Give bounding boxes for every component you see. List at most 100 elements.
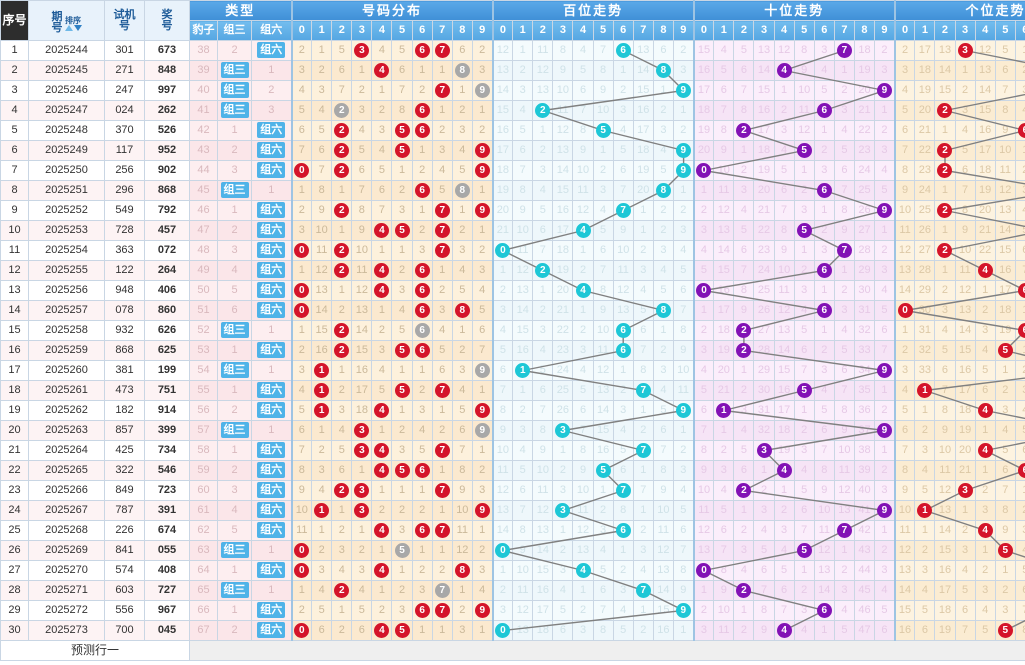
table-row[interactable]: 15 2025258 932 626 52 组三 1 1 15 2 14 2 5 6 4 1 6 4 15 3 22 2 1… — [0, 320, 1025, 341]
row-issue[interactable]: 2025252 — [28, 200, 105, 221]
table-row[interactable]: 4 2025247 024 262 41 组三 3 5 4 2 3 2 8 6 1 2 1 15 4 2 11 7 10 3 1… — [0, 100, 1025, 121]
table-row[interactable]: 28 2025271 603 727 65 组三 1 1 4 2 4 1 2 3 7 1 4 2 11 16 4 1 6 3 7… — [0, 580, 1025, 601]
col-header-bai-6[interactable]: 6 — [612, 20, 634, 41]
table-row[interactable]: 7 2025250 256 902 44 3 组六 0 7 2 6 5 1 2 4 5 9 18 7 3 14 10 2 6 1… — [0, 160, 1025, 181]
col-header-shi-0[interactable]: 0 — [692, 20, 715, 41]
row-issue[interactable]: 2025251 — [28, 180, 105, 201]
col-header-shi-9[interactable]: 9 — [874, 20, 896, 41]
col-header-shi-4[interactable]: 4 — [773, 20, 795, 41]
col-header-shi-2[interactable]: 2 — [733, 20, 755, 41]
table-row[interactable]: 2 2025245 271 848 39 组三 1 3 2 6 1 4 6 1 1 8 3 13 2 12 9 5 8 1 14… — [0, 60, 1025, 81]
row-issue[interactable]: 2025263 — [28, 420, 105, 441]
table-row[interactable]: 3 2025246 247 997 40 组三 2 4 3 7 2 1 7 2 7 1 9 14 3 13 10 6 9 2 1… — [0, 80, 1025, 101]
row-issue[interactable]: 2025273 — [28, 620, 105, 641]
table-row[interactable]: 14 2025257 078 860 51 6 组六 0 14 2 13 1 4 6 3 8 5 3 14 2 21 1 9… — [0, 300, 1025, 321]
col-header-shi-6[interactable]: 6 — [813, 20, 835, 41]
col-header-prize-number[interactable]: 奖 号 — [144, 0, 190, 41]
col-header-shi-1[interactable]: 1 — [713, 20, 735, 41]
col-header-ge-0[interactable]: 0 — [893, 20, 916, 41]
col-header-distribution-5[interactable]: 5 — [391, 20, 413, 41]
row-issue[interactable]: 2025255 — [28, 260, 105, 281]
col-header-distribution-4[interactable]: 4 — [371, 20, 393, 41]
col-header-baozi[interactable]: 豹子 — [189, 20, 218, 41]
table-row[interactable]: 19 2025262 182 914 56 2 组六 5 1 3 18 4 1 3 1 5 9 8 2 7 26 6 14 3… — [0, 400, 1025, 421]
col-header-shi-8[interactable]: 8 — [853, 20, 876, 41]
table-row[interactable]: 5 2025248 370 526 42 1 组六 6 5 2 4 3 5 6 2 3 2 16 5 1 12 8 5 4 17… — [0, 120, 1025, 141]
row-issue[interactable]: 2025267 — [28, 500, 105, 521]
row-issue[interactable]: 2025259 — [28, 340, 105, 361]
table-row[interactable]: 12 2025255 122 264 49 4 组六 1 12 2 11 4 2 6 1 4 3 1 12 2 19 2 7… — [0, 260, 1025, 281]
col-header-shi-5[interactable]: 5 — [793, 20, 815, 41]
row-issue[interactable]: 2025258 — [28, 320, 105, 341]
row-issue[interactable]: 2025246 — [28, 80, 105, 101]
row-issue[interactable]: 2025248 — [28, 120, 105, 141]
col-header-bai-2[interactable]: 2 — [532, 20, 554, 41]
table-row[interactable]: 21 2025264 425 734 58 1 组六 7 2 5 3 4 3 5 7 7 1 10 4 9 1 8 16 5 7… — [0, 440, 1025, 461]
col-header-ge-6[interactable]: 6 — [1014, 20, 1025, 41]
table-row[interactable]: 9 2025252 549 792 46 1 组六 2 9 2 8 7 3 1 7 1 9 20 9 5 16 12 4 7 1… — [0, 200, 1025, 221]
row-issue[interactable]: 2025250 — [28, 160, 105, 181]
table-row[interactable]: 16 2025259 868 625 53 1 组六 2 16 2 15 3 5 6 5 2 7 5 16 4 23 3 1… — [0, 340, 1025, 361]
table-row[interactable]: 11 2025254 363 072 48 3 组六 0 11 2 10 1 1 3 7 3 2 0 11 7 18 1 6… — [0, 240, 1025, 261]
row-issue[interactable]: 2025245 — [28, 60, 105, 81]
row-issue[interactable]: 2025253 — [28, 220, 105, 241]
row-issue[interactable]: 2025269 — [28, 540, 105, 561]
col-header-issue[interactable]: 期 号 排序 — [28, 0, 105, 41]
row-issue[interactable]: 2025272 — [28, 600, 105, 621]
row-issue[interactable]: 2025244 — [28, 40, 105, 61]
table-row[interactable]: 22 2025265 322 546 59 2 组六 8 3 6 1 4 5 6 1 8 2 11 5 10 2 9 5 6 1… — [0, 460, 1025, 481]
row-issue[interactable]: 2025261 — [28, 380, 105, 401]
table-row[interactable]: 18 2025261 473 751 55 1 组六 4 1 2 17 5 5 2 7 4 1 7 1 6 25 5 13 2… — [0, 380, 1025, 401]
row-issue[interactable]: 2025262 — [28, 400, 105, 421]
row-issue[interactable]: 2025266 — [28, 480, 105, 501]
table-row[interactable]: 27 2025270 574 408 64 1 组六 0 3 4 3 4 1 2 2 8 3 1 10 15 3 4 5 2 4… — [0, 560, 1025, 581]
row-issue[interactable]: 2025265 — [28, 460, 105, 481]
col-header-distribution-3[interactable]: 3 — [351, 20, 373, 41]
table-row[interactable]: 8 2025251 296 868 45 组三 1 1 8 1 7 6 2 6 5 8 1 19 8 4 15 11 3 7 2… — [0, 180, 1025, 201]
row-issue[interactable]: 2025257 — [28, 300, 105, 321]
row-issue[interactable]: 2025264 — [28, 440, 105, 461]
col-header-bai-0[interactable]: 0 — [491, 20, 514, 41]
col-header-ge-2[interactable]: 2 — [934, 20, 956, 41]
col-header-bai-1[interactable]: 1 — [512, 20, 534, 41]
col-header-distribution-7[interactable]: 7 — [431, 20, 453, 41]
col-header-distribution-0[interactable]: 0 — [290, 20, 313, 41]
col-header-distribution-6[interactable]: 6 — [411, 20, 433, 41]
col-header-bai-5[interactable]: 5 — [592, 20, 614, 41]
table-row[interactable]: 20 2025263 857 399 57 组三 1 6 1 4 3 1 2 4 2 6 9 9 3 8 3 7 15 4 2 6… — [0, 420, 1025, 441]
table-row[interactable]: 6 2025249 117 952 43 2 组六 7 6 2 5 4 5 1 3 4 9 17 6 2 13 9 1 5 18… — [0, 140, 1025, 161]
sort-control[interactable]: 排序 — [64, 16, 82, 31]
sort-desc-icon[interactable] — [73, 24, 82, 31]
table-row[interactable]: 23 2025266 849 723 60 3 组六 9 4 2 3 1 1 1 7 9 3 12 6 11 3 10 1 7… — [0, 480, 1025, 501]
col-header-shi-7[interactable]: 7 — [833, 20, 855, 41]
table-row[interactable]: 26 2025269 841 055 63 组三 1 0 2 3 2 1 5 1 1 12 2 0 9 14 2 13 4 1… — [0, 540, 1025, 561]
col-header-ge-3[interactable]: 3 — [954, 20, 976, 41]
row-issue[interactable]: 2025260 — [28, 360, 105, 381]
table-row[interactable]: 25 2025268 226 674 62 5 组六 11 1 2 1 4 3 6 7 11 1 14 8 13 1 12… — [0, 520, 1025, 541]
col-header-shi-3[interactable]: 3 — [753, 20, 775, 41]
table-row[interactable]: 24 2025267 787 391 61 4 组六 10 1 1 3 2 2 2 1 10 9 13 7 12 3 11… — [0, 500, 1025, 521]
sort-asc-icon[interactable] — [64, 24, 73, 31]
col-header-test-number[interactable]: 试机 号 — [104, 0, 145, 41]
col-header-bai-7[interactable]: 7 — [632, 20, 654, 41]
row-issue[interactable]: 2025249 — [28, 140, 105, 161]
table-row[interactable]: 17 2025260 381 199 54 组三 1 3 1 1 16 4 1 1 6 3 9 6 1 5 24 4 12 1… — [0, 360, 1025, 381]
col-header-bai-9[interactable]: 9 — [672, 20, 695, 41]
row-issue[interactable]: 2025254 — [28, 240, 105, 261]
col-header-index[interactable]: 序号 — [0, 0, 29, 41]
table-row[interactable]: 10 2025253 728 457 47 2 组六 3 10 1 9 4 5 2 7 2 1 21 10 6 17 4 5… — [0, 220, 1025, 241]
col-header-ge-4[interactable]: 4 — [974, 20, 996, 41]
col-header-zuliu[interactable]: 组六 — [250, 20, 293, 41]
col-header-zusan[interactable]: 组三 — [217, 20, 252, 41]
row-issue[interactable]: 2025270 — [28, 560, 105, 581]
row-issue[interactable]: 2025271 — [28, 580, 105, 601]
col-header-distribution-1[interactable]: 1 — [311, 20, 333, 41]
table-row[interactable]: 13 2025256 948 406 50 5 组六 0 13 1 12 4 3 6 2 5 4 2 13 1 20 4 8… — [0, 280, 1025, 301]
col-header-ge-5[interactable]: 5 — [994, 20, 1016, 41]
col-header-bai-8[interactable]: 8 — [652, 20, 674, 41]
table-row[interactable]: 1 2025244 301 673 38 2 组六 2 1 5 3 4 5 6 7 6 2 12 1 11 8 4 7 6 13… — [0, 40, 1025, 61]
col-header-bai-3[interactable]: 3 — [552, 20, 574, 41]
table-row[interactable]: 30 2025273 700 045 67 2 组六 0 6 2 6 4 5 1 1 3 1 0 13 18 6 3 8 5 2… — [0, 620, 1025, 641]
col-header-distribution-2[interactable]: 2 — [331, 20, 353, 41]
row-issue[interactable]: 2025268 — [28, 520, 105, 541]
